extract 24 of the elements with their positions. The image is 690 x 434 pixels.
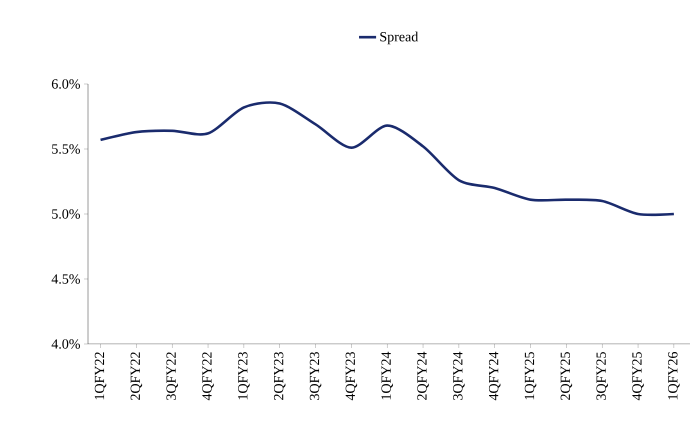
y-tick-label: 5.0%	[52, 209, 80, 219]
x-tick-label: 1QFY23	[238, 352, 250, 400]
x-tick-label: 4QFY22	[202, 352, 214, 400]
x-tick-label: 2QFY23	[274, 352, 286, 400]
x-tick-label: 3QFY24	[453, 352, 465, 400]
y-tick-label: 6.0%	[52, 79, 80, 89]
x-tick-label: 4QFY23	[346, 352, 358, 400]
x-tick-label: 3QFY23	[310, 352, 322, 400]
x-tick-label: 2QFY22	[130, 352, 142, 400]
y-tick-label: 4.5%	[52, 274, 80, 284]
y-tick-label: 5.5%	[52, 144, 80, 154]
x-tick-label: 4QFY25	[632, 352, 644, 400]
line-series	[99, 101, 676, 216]
x-tick-label: 1QFY24	[381, 352, 393, 400]
x-tick-label: 4QFY24	[488, 352, 500, 400]
x-tick-label: 1QFY26	[668, 352, 680, 400]
x-tick-label: 2QFY25	[560, 352, 572, 400]
x-tick-label: 2QFY24	[417, 352, 429, 400]
legend-label: Spread	[380, 32, 418, 44]
x-tick-label: 1QFY25	[524, 352, 536, 400]
x-tick-label: 3QFY22	[166, 352, 178, 400]
x-tick-label: 3QFY25	[596, 352, 608, 400]
y-tick-label: 4.0%	[52, 339, 80, 349]
x-tick-label: 1QFY22	[94, 352, 106, 400]
